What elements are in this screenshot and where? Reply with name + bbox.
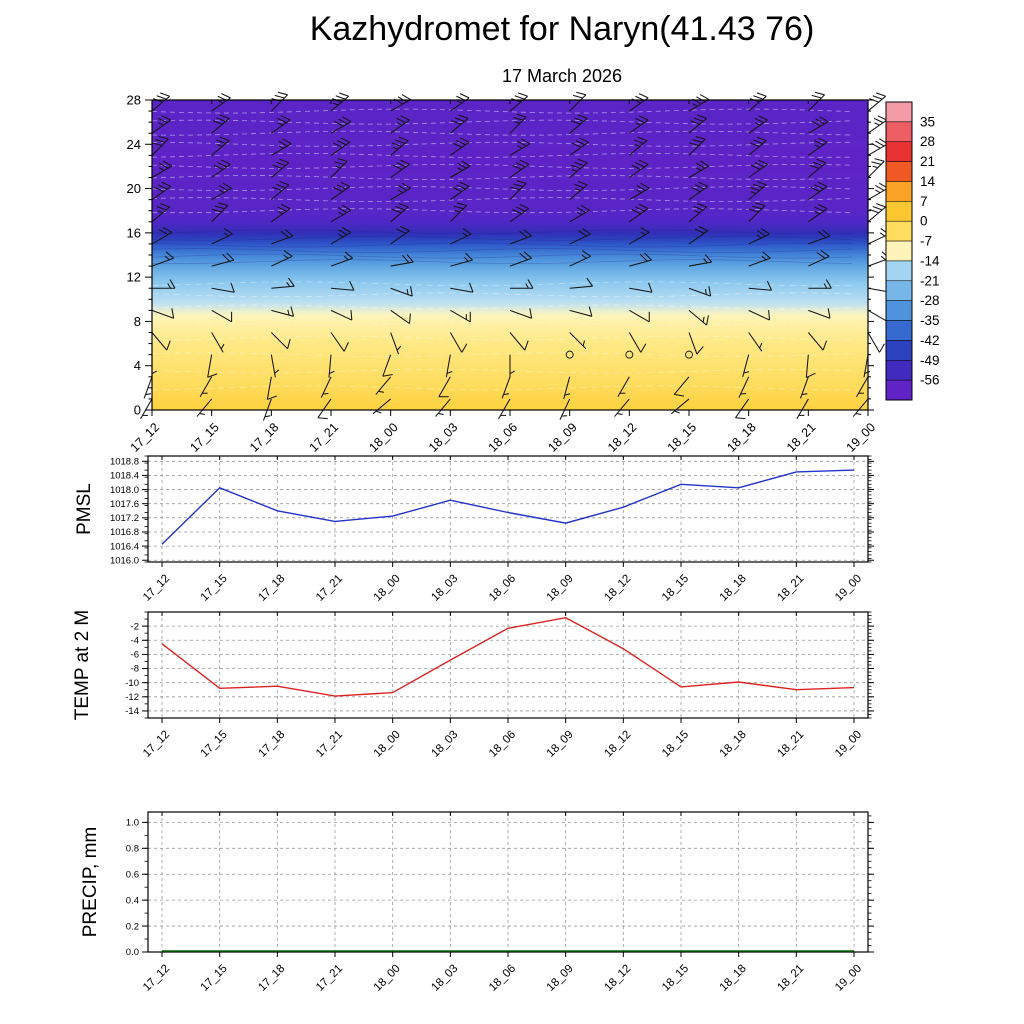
svg-text:18_06: 18_06 [487, 729, 518, 760]
svg-text:0.4: 0.4 [126, 895, 139, 906]
svg-text:0.0: 0.0 [126, 947, 139, 958]
svg-text:-21: -21 [920, 273, 940, 288]
svg-text:17_12: 17_12 [141, 729, 172, 760]
svg-text:18_12: 18_12 [602, 963, 633, 994]
svg-text:1.0: 1.0 [126, 818, 139, 829]
svg-text:1018.8: 1018.8 [110, 457, 139, 468]
svg-text:8: 8 [134, 314, 141, 329]
svg-text:18_18: 18_18 [718, 573, 749, 604]
svg-text:0: 0 [920, 214, 928, 229]
svg-text:17_15: 17_15 [199, 963, 230, 994]
svg-text:1016.4: 1016.4 [110, 541, 139, 552]
svg-text:-12: -12 [125, 692, 139, 703]
svg-text:0.6: 0.6 [126, 869, 139, 880]
page-title: Kazhydromet for Naryn(41.43 76) [309, 10, 815, 48]
svg-text:18_18: 18_18 [718, 963, 749, 994]
svg-text:1016.0: 1016.0 [110, 555, 139, 566]
svg-text:35: 35 [920, 114, 935, 129]
svg-text:4: 4 [134, 358, 141, 373]
precip-panel: 17_12 17_15 17_18 17_21 18_00 18_03 18_06 18_09… [80, 811, 874, 994]
svg-text:1017.6: 1017.6 [110, 499, 139, 510]
svg-text:-10: -10 [125, 678, 139, 689]
svg-text:-14: -14 [125, 706, 139, 717]
svg-text:1018.0: 1018.0 [110, 485, 139, 496]
svg-text:28: 28 [127, 93, 141, 108]
svg-text:18_06: 18_06 [487, 573, 518, 604]
svg-text:-35: -35 [920, 313, 940, 328]
svg-text:19_00: 19_00 [833, 963, 864, 994]
svg-text:-49: -49 [920, 353, 940, 368]
svg-text:18_03: 18_03 [429, 729, 460, 760]
svg-text:-2: -2 [131, 621, 139, 632]
svg-text:-14: -14 [920, 253, 940, 268]
svg-text:20: 20 [127, 181, 141, 196]
svg-text:1016.8: 1016.8 [110, 527, 139, 538]
date-subtitle: 17 March 2026 [501, 66, 623, 86]
svg-text:18_00: 18_00 [372, 729, 403, 760]
svg-text:1017.2: 1017.2 [110, 513, 139, 524]
svg-text:28: 28 [920, 134, 935, 149]
svg-text:18_21: 18_21 [775, 963, 806, 994]
svg-text:17_15: 17_15 [199, 573, 230, 604]
svg-text:PRECIP, mm: PRECIP, mm [80, 827, 101, 938]
svg-text:18_09: 18_09 [545, 963, 576, 994]
svg-text:18_21: 18_21 [775, 729, 806, 760]
svg-text:18_21: 18_21 [775, 573, 806, 604]
svg-text:-42: -42 [920, 333, 940, 348]
svg-text:1018.4: 1018.4 [110, 471, 139, 482]
svg-text:17_15: 17_15 [199, 729, 230, 760]
svg-text:19_00: 19_00 [833, 729, 864, 760]
svg-text:-28: -28 [920, 293, 940, 308]
svg-text:-8: -8 [131, 664, 139, 675]
svg-text:18_03: 18_03 [429, 573, 460, 604]
svg-text:0: 0 [134, 403, 141, 418]
svg-text:17_18: 17_18 [256, 573, 287, 604]
pmsl-panel: 17_12 17_15 17_18 17_21 18_00 18_03 18_06 18_09… [74, 455, 874, 604]
svg-text:17_21: 17_21 [314, 729, 345, 760]
svg-text:19_00: 19_00 [833, 573, 864, 604]
svg-text:18_03: 18_03 [429, 963, 460, 994]
svg-text:18_12: 18_12 [602, 573, 633, 604]
svg-text:18_06: 18_06 [487, 963, 518, 994]
svg-text:18_09: 18_09 [545, 729, 576, 760]
svg-text:21: 21 [920, 154, 935, 169]
svg-text:14: 14 [920, 174, 936, 189]
svg-text:18_15: 18_15 [660, 729, 691, 760]
svg-text:-56: -56 [920, 373, 940, 388]
svg-text:12: 12 [127, 270, 141, 285]
svg-text:17_12: 17_12 [141, 963, 172, 994]
svg-text:18_00: 18_00 [372, 963, 403, 994]
svg-text:24: 24 [127, 137, 141, 152]
svg-text:7: 7 [920, 194, 928, 209]
svg-text:18_12: 18_12 [602, 729, 633, 760]
svg-text:17_18: 17_18 [256, 963, 287, 994]
svg-text:17_12: 17_12 [141, 573, 172, 604]
svg-text:18_15: 18_15 [660, 963, 691, 994]
svg-text:18_09: 18_09 [545, 573, 576, 604]
svg-text:18_15: 18_15 [660, 573, 691, 604]
svg-text:TEMP at 2 M: TEMP at 2 M [72, 610, 93, 721]
svg-text:17_18: 17_18 [256, 729, 287, 760]
svg-text:18_18: 18_18 [718, 729, 749, 760]
svg-text:0.8: 0.8 [126, 843, 139, 854]
svg-text:-6: -6 [131, 650, 139, 661]
svg-text:0.2: 0.2 [126, 921, 139, 932]
svg-text:16: 16 [127, 225, 141, 240]
temp-2m-panel: 17_12 17_15 17_18 17_21 18_00 18_03 18_06 18_09… [72, 610, 874, 760]
svg-text:17_21: 17_21 [314, 963, 345, 994]
svg-text:17_21: 17_21 [314, 573, 345, 604]
svg-text:PMSL: PMSL [74, 483, 95, 535]
svg-text:18_00: 18_00 [372, 573, 403, 604]
svg-text:-7: -7 [920, 234, 932, 249]
svg-text:-4: -4 [131, 635, 139, 646]
